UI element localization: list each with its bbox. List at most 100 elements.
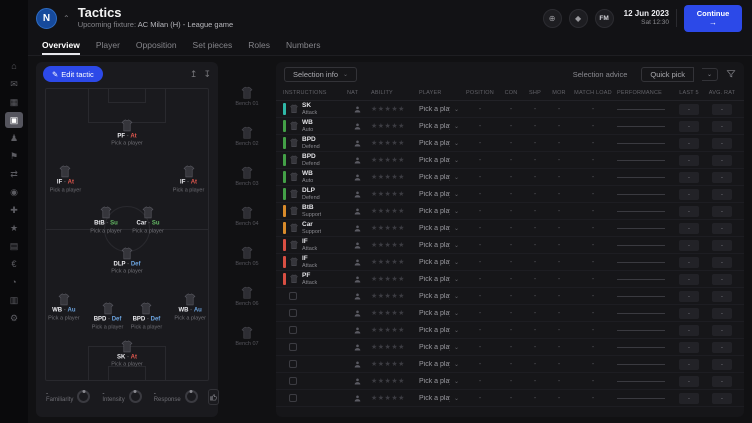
edit-tactic-button[interactable]: ✎ Edit tactic [43,66,103,82]
bench-slot-6[interactable]: Bench 06 [224,286,270,323]
pitch-position-if-1[interactable]: IF - At Pick a player [36,165,94,194]
schedule-icon[interactable]: ▦ [9,96,19,107]
pitch-position-pf-0[interactable]: PF - At Pick a player [98,118,156,147]
medical-icon[interactable]: ✚ [10,204,18,215]
bench-slot-2[interactable]: Bench 02 [224,126,270,163]
competitions-icon[interactable]: ▤ [9,240,19,251]
player-picker[interactable]: Pick a player⌄ [419,140,459,147]
world-icon[interactable]: ⊕ [542,8,562,28]
tab-numbers[interactable]: Numbers [285,39,321,50]
person-icon [353,343,362,352]
squad-icon[interactable]: ♟ [9,132,19,143]
crest-icon[interactable]: ◆ [568,8,588,28]
pitch-position-wb-9[interactable]: WB - Au Pick a player [161,293,219,322]
scouting-icon[interactable]: ◉ [10,186,18,197]
position-role-label: IF - At [180,180,197,187]
bench-slot-7[interactable]: Bench 07 [224,326,270,363]
inbox-icon[interactable]: ✉ [10,78,18,89]
chevron-up-icon[interactable]: ⌃ [63,13,70,23]
jersey-icon [240,126,254,140]
player-picker[interactable]: Pick a player⌄ [419,310,459,317]
player-picker[interactable]: Pick a player⌄ [419,208,459,215]
column-header-nat: Nat [347,90,359,96]
performance-sparkline [617,108,665,110]
player-picker[interactable]: Pick a player⌄ [419,395,459,402]
home-icon[interactable]: ⌂ [11,61,17,71]
quick-pick-dropdown[interactable]: ⌄ [701,67,718,81]
table-row[interactable]: ★★★★★ Pick a player⌄ - - - - - - - [276,322,744,339]
tab-opposition[interactable]: Opposition [135,39,177,50]
selection-advice-button[interactable]: Selection advice [572,69,628,79]
player-picker[interactable]: Pick a player⌄ [419,191,459,198]
player-picker[interactable]: Pick a player⌄ [419,259,459,266]
filter-button[interactable] [726,69,736,79]
quick-pick-button[interactable]: Quick pick [641,66,694,82]
position-value: - [478,173,482,181]
stats-icon[interactable]: ◔ [11,277,17,287]
player-picker[interactable]: Pick a player⌄ [419,242,459,249]
news-icon[interactable]: ▥ [9,294,19,305]
fm-badge[interactable]: FM [594,8,614,28]
last-5-cell: - [675,188,703,200]
club-badge[interactable]: N [36,7,57,29]
bench-slot-1[interactable]: Bench 01 [224,86,270,123]
table-row[interactable]: ★★★★★ Pick a player⌄ - - - - - - - [276,373,744,390]
import-tactic-icon[interactable]: ↧ [203,68,211,79]
player-picker[interactable]: Pick a player⌄ [419,174,459,181]
transfers-icon[interactable]: ⇄ [10,168,18,179]
player-picker[interactable]: Pick a player⌄ [419,106,459,113]
pitch-position-bpd-8[interactable]: BPD - Def Pick a player [117,302,175,330]
pitch-position-sk-10[interactable]: SK - At Pick a player [98,340,156,368]
settings-icon[interactable]: ⚙ [9,312,19,323]
condition-value: - [509,258,513,266]
table-row[interactable]: ★★★★★ Pick a player⌄ - - - - - - - [276,305,744,322]
pitch-position-bpd-7[interactable]: BPD - Def Pick a player [79,302,137,330]
tab-player[interactable]: Player [95,39,120,50]
player-picker[interactable]: Pick a player⌄ [419,378,459,385]
avg-rating-cell: - [707,273,737,285]
thumbs-up-button[interactable] [207,389,219,405]
club-icon[interactable]: ★ [9,222,19,233]
bench-slot-3[interactable]: Bench 03 [224,166,270,203]
player-picker[interactable]: Pick a player⌄ [419,293,459,300]
player-picker[interactable]: Pick a player⌄ [419,327,459,334]
table-row[interactable]: ★★★★★ Pick a player⌄ - - - - - - - [276,339,744,356]
continue-button[interactable]: Continue → [684,4,742,32]
pitch-position-if-2[interactable]: IF - At Pick a player [160,165,218,194]
table-row[interactable]: ★★★★★ Pick a player⌄ - - - - - - - [276,288,744,305]
finances-icon[interactable]: € [11,259,17,269]
pitch-position-btb-3[interactable]: BtB - Su Pick a player [77,206,135,234]
export-tactic-icon[interactable]: ↥ [189,68,198,79]
table-row[interactable]: ★★★★★ Pick a player⌄ - - - - - - - [276,356,744,373]
player-picker[interactable]: Pick a player⌄ [419,344,459,351]
player-picker[interactable]: Pick a player⌄ [419,225,459,232]
training-icon[interactable]: ⚑ [9,150,19,161]
player-picker[interactable]: Pick a player⌄ [419,157,459,164]
pitch-position-car-4[interactable]: Car - Su Pick a player [119,206,177,234]
player-picker[interactable]: Pick a player⌄ [419,361,459,368]
bench-slot-5[interactable]: Bench 05 [224,246,270,283]
selection-info-dropdown[interactable]: Selection info ⌄ [284,66,358,82]
tactics-icon[interactable]: ▣ [5,112,23,128]
bench-slot-4[interactable]: Bench 04 [224,206,270,243]
avg-rating-box: - [712,171,732,183]
table-row[interactable]: ★★★★★ Pick a player⌄ - - - - - - - [276,390,744,407]
player-picker[interactable]: Pick a player⌄ [419,276,459,283]
tab-set-pieces[interactable]: Set pieces [192,39,233,50]
tab-overview[interactable]: Overview [42,36,80,55]
tab-roles[interactable]: Roles [248,39,270,50]
pitch-position-wb-6[interactable]: WB - Au Pick a player [35,293,93,322]
player-picker[interactable]: Pick a player⌄ [419,123,459,130]
pitch-position-dlp-5[interactable]: DLP - Def Pick a player [98,246,156,275]
